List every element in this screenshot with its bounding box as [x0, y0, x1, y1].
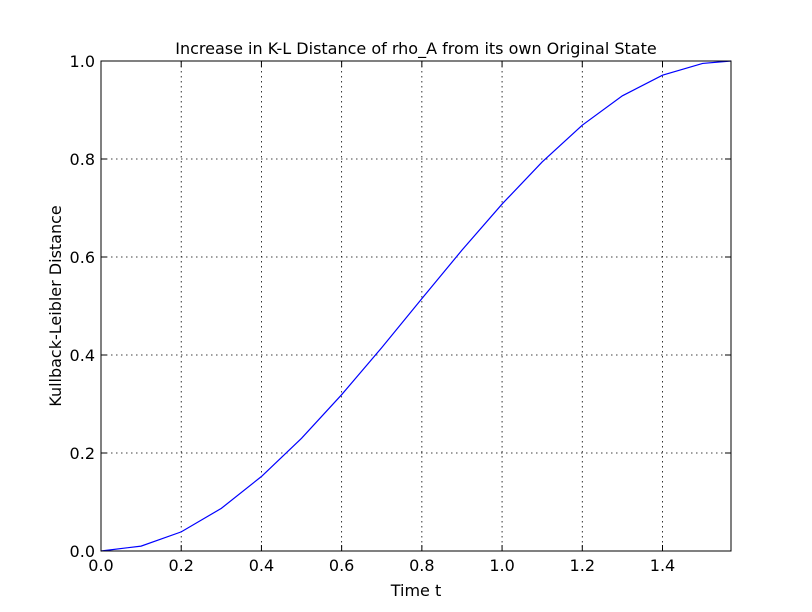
grid [101, 61, 731, 551]
x-tick-label: 0.4 [249, 556, 274, 575]
x-tick-label: 0.8 [409, 556, 434, 575]
x-tick-label: 0.0 [88, 556, 113, 575]
x-axis-label: Time t [390, 581, 442, 600]
series-line [100, 60, 732, 552]
y-tick-label: 0.2 [70, 444, 95, 463]
plot-frame [100, 60, 732, 552]
y-tick-label: 1.0 [70, 52, 95, 71]
x-tick-label: 1.4 [650, 556, 675, 575]
x-tick-label: 0.6 [329, 556, 354, 575]
series-group [100, 60, 732, 552]
x-tick-label: 1.2 [570, 556, 595, 575]
y-axis-label: Kullback-Leibler Distance [46, 205, 65, 407]
y-tick-label: 0.8 [70, 150, 95, 169]
x-tick-label: 0.2 [168, 556, 193, 575]
chart-title: Increase in K-L Distance of rho_A from i… [175, 39, 656, 59]
x-tick-label: 1.0 [489, 556, 514, 575]
y-tick-label: 0.4 [70, 346, 95, 365]
ticks: 0.0 0.2 0.4 0.6 0.8 1.0 1.2 1.4 0.0 0.2 0.4 0.6 0.8 1… [70, 52, 731, 575]
y-tick-label: 0.6 [70, 248, 95, 267]
y-tick-label: 0.0 [70, 542, 95, 561]
